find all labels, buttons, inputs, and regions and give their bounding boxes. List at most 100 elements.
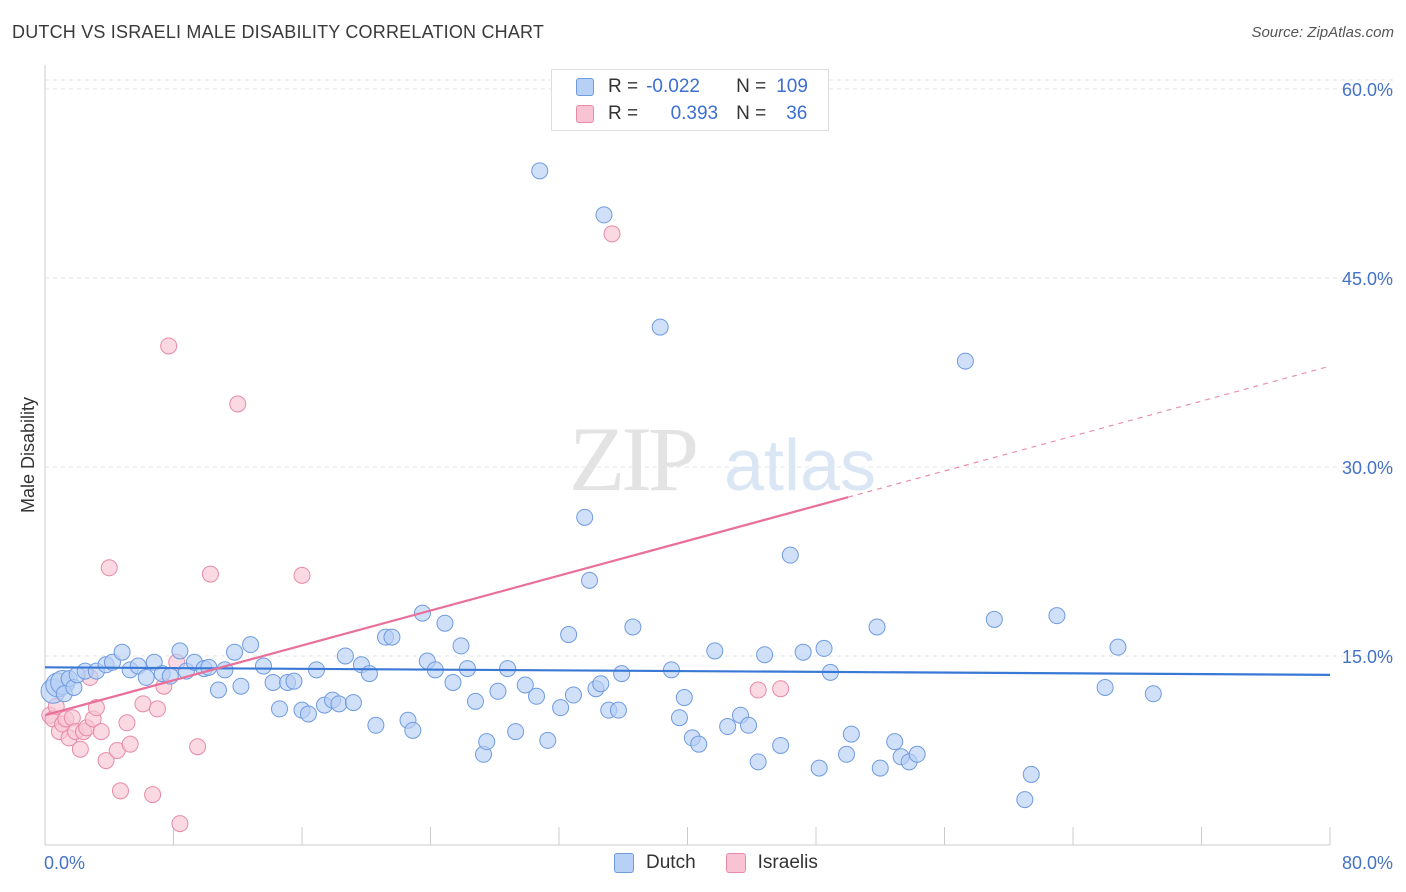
bottom-legend-swatch-dutch — [614, 853, 634, 873]
dutch-point — [781, 546, 799, 564]
israelis-point — [603, 225, 621, 243]
y-tick-label: 30.0% — [1342, 458, 1393, 478]
source-label: Source: ZipAtlas.com — [1251, 24, 1394, 41]
dutch-point — [1016, 791, 1034, 809]
legend-n-value-israelis: 36 — [786, 103, 808, 124]
dutch-point — [137, 668, 155, 686]
dutch-point — [576, 508, 594, 526]
israelis-point — [63, 709, 81, 727]
legend-row-israelis: R = 0.393 N = 36 — [576, 102, 807, 126]
israelis-point — [92, 723, 110, 741]
dutch-point — [756, 646, 774, 664]
dutch-point — [254, 657, 272, 675]
dutch-point — [528, 687, 546, 705]
dutch-point — [1022, 765, 1040, 783]
israelis-point — [144, 786, 162, 804]
dutch-point — [478, 733, 496, 751]
dutch-trend-line — [44, 666, 1331, 676]
israelis-point — [100, 559, 118, 577]
bottom-legend-israelis: Israelis — [725, 852, 818, 874]
watermark-zip: ZIP — [569, 408, 696, 510]
dutch-point — [383, 628, 401, 646]
dutch-point — [489, 682, 507, 700]
y-tick-label: 15.0% — [1342, 647, 1393, 667]
israelis-point — [201, 565, 219, 583]
israelis-point — [171, 815, 189, 833]
dutch-point — [531, 162, 549, 180]
dutch-point — [670, 709, 688, 727]
israelis-point — [148, 700, 166, 718]
dutch-point — [908, 745, 926, 763]
dutch-point — [209, 681, 227, 699]
dutch-point — [452, 637, 470, 655]
bottom-legend-swatch-israelis — [725, 853, 746, 873]
israelis-point — [229, 395, 247, 413]
dutch-point — [1096, 678, 1114, 696]
legend-swatch-dutch — [576, 78, 594, 96]
legend-row-dutch: R = -0.022 N = 109 — [576, 75, 808, 99]
dutch-point — [444, 673, 462, 691]
dutch-point — [675, 689, 693, 707]
dutch-point — [810, 759, 828, 777]
dutch-point — [113, 643, 131, 661]
israelis-point — [87, 699, 105, 717]
israelis-point — [160, 337, 178, 355]
dutch-point — [595, 206, 613, 224]
dutch-point — [564, 686, 582, 704]
dutch-point — [1144, 685, 1162, 703]
dutch-point — [740, 716, 758, 734]
israelis-point — [71, 740, 89, 758]
x-tick-labels: 0.0% 80.0% — [44, 853, 1393, 873]
dutch-points — [40, 162, 1162, 809]
dutch-point — [466, 692, 484, 710]
dutch-point — [507, 723, 525, 741]
dutch-point — [499, 660, 517, 678]
israelis-trend-line — [44, 496, 849, 717]
legend-r-value-dutch: -0.022 — [646, 76, 700, 97]
dutch-point — [360, 665, 378, 683]
chart-title: DUTCH VS ISRAELI MALE DISABILITY CORRELA… — [12, 22, 545, 42]
israelis-point — [293, 566, 311, 584]
dutch-point — [271, 700, 289, 718]
legend-r-label: R = — [608, 76, 639, 97]
y-tick-labels: 15.0% 30.0% 45.0% 60.0% — [1342, 80, 1393, 667]
dutch-point — [458, 660, 476, 678]
dutch-point — [1048, 607, 1066, 625]
dutch-point — [613, 665, 631, 683]
dutch-point — [336, 647, 354, 665]
israelis-point — [749, 681, 767, 699]
dutch-point — [367, 716, 385, 734]
dutch-point — [719, 718, 737, 736]
dutch-point — [516, 676, 534, 694]
israelis-point — [118, 714, 136, 732]
x-tick-label: 0.0% — [44, 853, 85, 873]
bottom-legend: Dutch Israelis — [614, 852, 848, 874]
dutch-point — [886, 733, 904, 751]
y-axis-label: Male Disability — [18, 397, 38, 513]
dutch-point — [609, 701, 627, 719]
x-tick-label: 80.0% — [1342, 853, 1393, 873]
israelis-point — [134, 695, 152, 713]
dutch-point — [794, 643, 812, 661]
dutch-point — [651, 318, 669, 336]
dutch-point — [581, 571, 599, 589]
dutch-point — [330, 695, 348, 713]
israelis-trend-extension — [847, 365, 1331, 498]
dutch-point — [956, 352, 974, 370]
dutch-point — [560, 626, 578, 644]
dutch-point — [772, 736, 790, 754]
trend-lines — [44, 365, 1331, 717]
legend-r-label: R = — [608, 103, 639, 124]
dutch-point — [985, 610, 1003, 628]
watermark: ZIP atlas — [569, 408, 876, 510]
legend-r-value-israelis: 0.393 — [670, 103, 719, 124]
dutch-point — [842, 725, 860, 743]
israelis-point — [97, 752, 115, 770]
gridlines — [45, 79, 1395, 657]
legend-n-label: N = — [736, 76, 767, 97]
dutch-point — [838, 745, 856, 763]
dutch-point — [871, 759, 889, 777]
israelis-point — [189, 738, 207, 756]
israelis-point — [121, 735, 139, 753]
